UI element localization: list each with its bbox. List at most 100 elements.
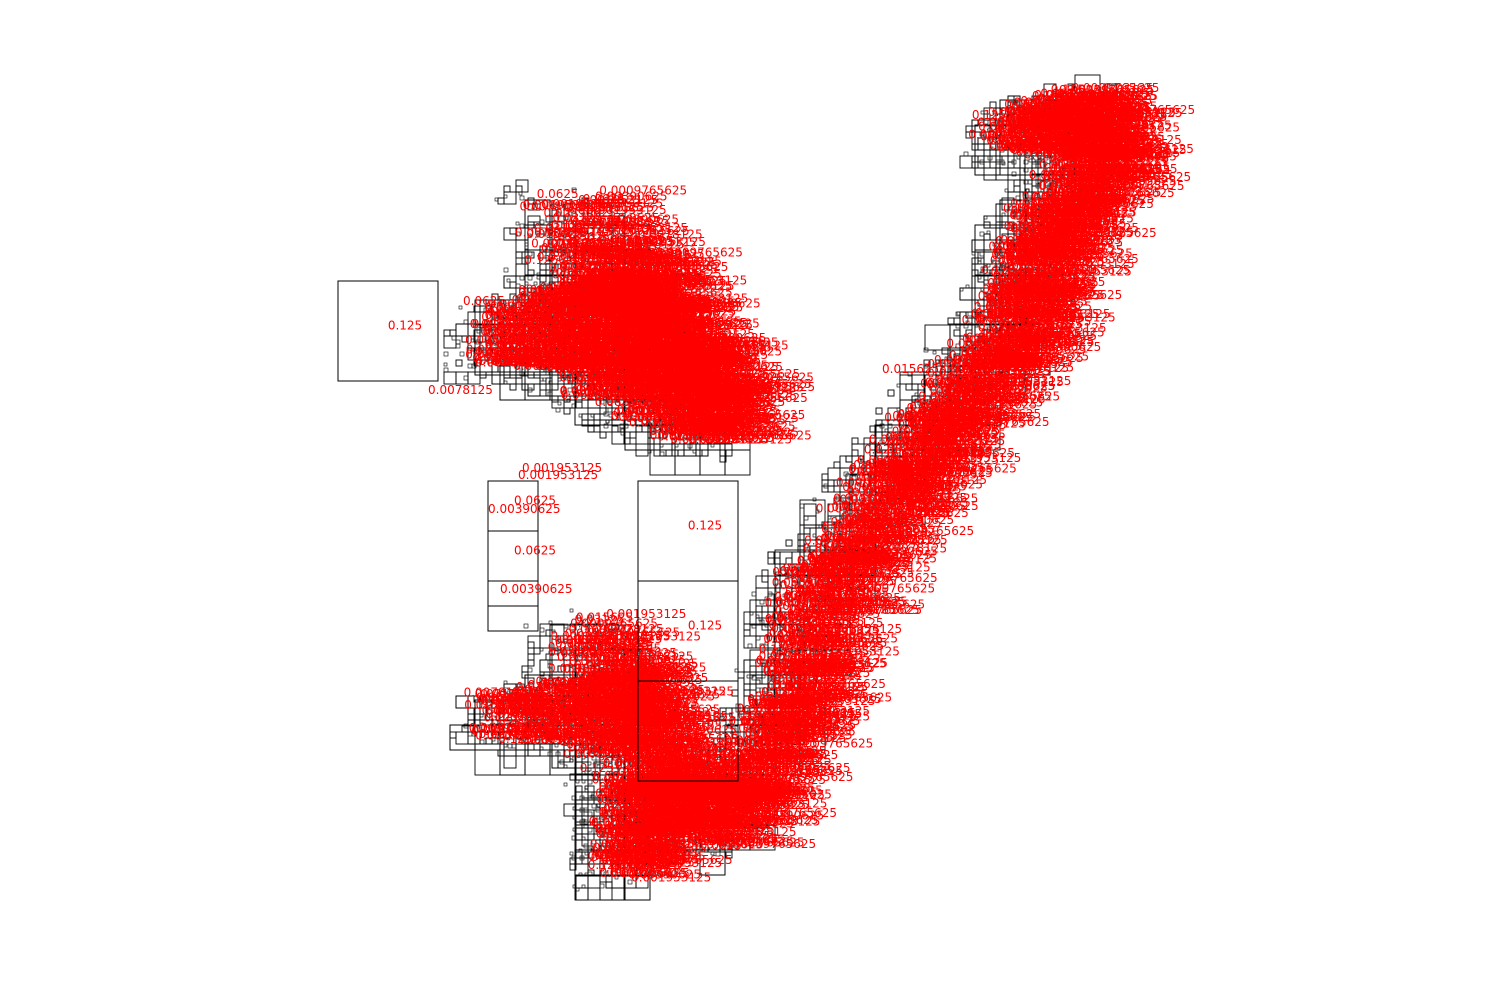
- quadtree-cell: [575, 779, 580, 784]
- quadtree-cell: [575, 833, 583, 841]
- quadtree-cell: [575, 809, 583, 817]
- quadtree-cell: [803, 503, 817, 517]
- quadtree-cell: [509, 281, 517, 289]
- quadtree-cell: [521, 665, 529, 673]
- quadtree-cell: [629, 431, 637, 439]
- quadtree-cell: [758, 617, 763, 622]
- quadtree-cell: [459, 351, 465, 357]
- quadtree-cell: [572, 806, 577, 811]
- quadtree-cell: [581, 827, 589, 835]
- quadtree-cells: [443, 74, 1126, 901]
- quadtree-cell: [803, 515, 809, 521]
- quadtree-cell: [755, 679, 761, 685]
- quadtree-cell: [463, 319, 469, 325]
- quadtree-cell: [584, 785, 589, 790]
- quadtree-cell: [497, 197, 505, 205]
- quadtree-cell: [619, 427, 625, 433]
- quadtree-cell: [557, 761, 565, 769]
- quadtree-cell: [587, 875, 601, 889]
- quadtree-cell: [659, 443, 664, 448]
- quadtree-cell: [519, 195, 525, 201]
- quadtree-cell: [701, 449, 709, 457]
- quadtree-cell: [896, 383, 901, 388]
- quadtree-cell: [458, 305, 463, 310]
- quadtree-cell: [749, 611, 754, 616]
- quadtree-cell: [887, 389, 895, 397]
- quadtree-cell: [755, 679, 761, 685]
- quadtree-cell: [647, 449, 652, 454]
- quadtree-cell: [692, 449, 697, 454]
- quadtree-cell: [591, 803, 597, 809]
- quadtree-cell: [571, 187, 577, 193]
- quadtree-cell: [587, 785, 595, 793]
- quadtree-cell: [455, 339, 461, 345]
- quadtree-cell: [515, 251, 523, 259]
- quadtree-cell: [572, 815, 577, 820]
- quadtree-cell: [569, 851, 574, 856]
- quadtree-cell: [491, 371, 505, 385]
- quadtree-cell: [747, 643, 753, 649]
- quadtree-cell: [575, 833, 583, 841]
- quadtree-cell: [803, 515, 817, 529]
- quadtree-cell: [515, 185, 523, 193]
- quadtree-cell: [743, 629, 751, 637]
- quadtree-cell: [581, 827, 589, 835]
- quadtree-cell: [659, 451, 665, 457]
- quadtree-cell: [575, 887, 589, 901]
- quadtree-cell: [548, 380, 553, 385]
- quadtree-cell: [555, 407, 561, 413]
- quadtree-cell: [527, 641, 535, 649]
- quadtree-cell: [575, 833, 583, 841]
- quadtree-cell: [581, 836, 586, 841]
- quadtree-cell: [581, 809, 589, 817]
- quadtree-cell: [578, 413, 583, 418]
- quadtree-cell: [590, 413, 595, 418]
- quadtree-cell: [653, 443, 661, 451]
- quadtree-cell: [749, 674, 754, 679]
- quadtree-cell: [761, 569, 769, 577]
- quadtree-cell: [584, 785, 589, 790]
- quadtree-cell: [605, 419, 610, 424]
- quadtree-cell: [539, 627, 545, 633]
- quadtree-cell: [575, 851, 583, 859]
- quadtree-cell: [509, 383, 517, 391]
- quadtree-cell: [799, 503, 805, 509]
- quadtree-cell: [761, 575, 769, 583]
- quadtree-cell: [527, 667, 533, 673]
- quadtree-cell: [947, 317, 955, 325]
- quadtree-cell: [455, 359, 463, 367]
- quadtree-cell: [527, 275, 533, 281]
- quadtree-cell: [911, 383, 919, 391]
- quadtree-cell: [767, 551, 775, 559]
- quadtree-cell: [599, 431, 607, 439]
- quadtree-cell: [759, 599, 765, 605]
- quadtree-cell: [821, 485, 829, 493]
- quadtree-cell: [593, 413, 601, 421]
- quadtree-cell: [463, 375, 469, 381]
- quadtree-cell: [581, 884, 586, 889]
- quadtree-cell: [953, 329, 961, 337]
- quadtree-cell: [443, 351, 449, 357]
- quadtree-cell: [743, 683, 751, 691]
- quadtree-cell: [851, 437, 859, 445]
- quadtree-cell: [551, 383, 559, 391]
- quadtree-cell: [566, 266, 571, 271]
- quadtree-cell: [548, 620, 553, 625]
- quadtree-cell: [581, 413, 589, 421]
- quadtree-cell: [515, 377, 523, 385]
- quadtree-cell: [699, 449, 726, 476]
- quadtree-cell: [527, 659, 535, 667]
- quadtree-cell: [575, 785, 583, 793]
- quadtree-cell: [569, 608, 574, 613]
- quadtree-cell: [557, 401, 562, 406]
- quadtree-cell: [575, 887, 580, 892]
- quadtree-cell: [533, 203, 541, 211]
- quadtree-cell: [563, 407, 571, 415]
- quadtree-cell: [737, 671, 745, 679]
- quadtree-cell: [563, 782, 568, 787]
- quadtree-cell: [827, 479, 835, 487]
- quadtree-cell: [575, 815, 583, 823]
- quadtree-cell: [581, 791, 589, 799]
- quadtree-cell: [574, 874, 601, 901]
